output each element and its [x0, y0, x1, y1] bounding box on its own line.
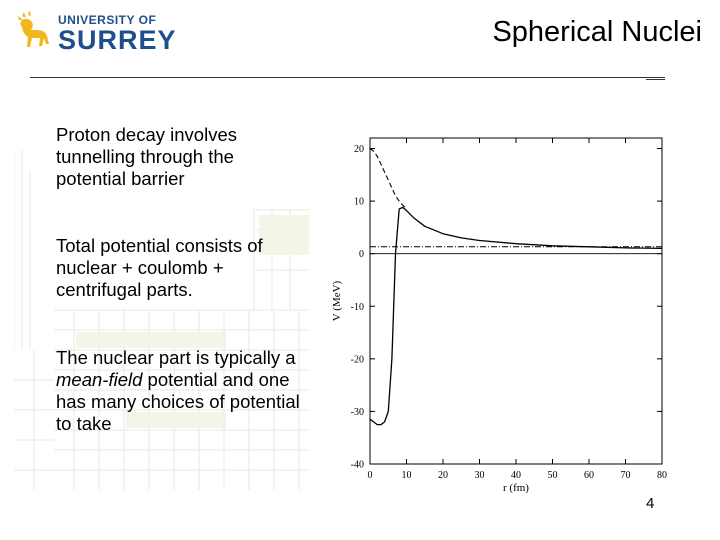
bullet-total-potential: Total potential consists of nuclear + co… — [56, 235, 263, 300]
slide-title: Spherical Nuclei — [492, 16, 702, 48]
logo-top-text: UNIVERSITY OF — [58, 13, 157, 27]
x-tick-label: 40 — [511, 470, 521, 481]
x-tick-label: 0 — [368, 470, 373, 481]
chart-lines — [369, 148, 663, 426]
logo-main-text: SURREY — [58, 25, 177, 55]
series-line-dashed — [369, 148, 407, 209]
bullet-nuclear-part-em: mean-field — [56, 369, 143, 390]
university-logo: UNIVERSITY OF SURREY — [10, 8, 176, 54]
y-tick-label: -20 — [351, 354, 364, 365]
stag-logo-icon — [18, 10, 49, 47]
y-axis-label: V (MeV) — [331, 280, 343, 321]
series-line-solid — [369, 206, 663, 426]
potential-chart: 0 10 20 30 40 50 60 70 80 -40 -30 -20 -10 0 10 20 r (fm… — [331, 137, 667, 493]
x-tick-label: 50 — [548, 470, 558, 481]
x-tick-label: 80 — [657, 470, 667, 481]
decorative-grid-background — [14, 150, 309, 490]
chart-axes — [369, 137, 663, 465]
plot-frame — [369, 137, 663, 465]
title-divider — [30, 77, 665, 78]
bullet-nuclear-part-pre: The nuclear part is typically a — [56, 347, 296, 368]
x-tick-label: 20 — [438, 470, 448, 481]
page-number: 4 — [646, 495, 655, 512]
x-tick-label: 70 — [621, 470, 631, 481]
chart-ticks: 0 10 20 30 40 50 60 70 80 -40 -30 -20 -10 0 10 20 — [351, 138, 667, 481]
bullet-nuclear-part: The nuclear part is typically a mean-fie… — [56, 347, 306, 435]
y-tick-label: 10 — [354, 197, 364, 208]
x-axis-label: r (fm) — [503, 482, 529, 493]
y-tick-label: -10 — [351, 302, 364, 313]
x-tick-label: 10 — [402, 470, 412, 481]
x-tick-label: 30 — [475, 470, 485, 481]
y-tick-label: 20 — [354, 144, 364, 155]
y-tick-label: -30 — [351, 407, 364, 418]
y-tick-label: -40 — [351, 460, 364, 471]
bullet-nuclear-part-post: potential and one has many choices of po… — [56, 369, 300, 434]
title-divider-tick — [646, 79, 665, 80]
y-tick-label: 0 — [359, 249, 364, 260]
x-tick-label: 60 — [584, 470, 594, 481]
bullet-proton-decay: Proton decay involves tunnelling through… — [56, 124, 237, 189]
